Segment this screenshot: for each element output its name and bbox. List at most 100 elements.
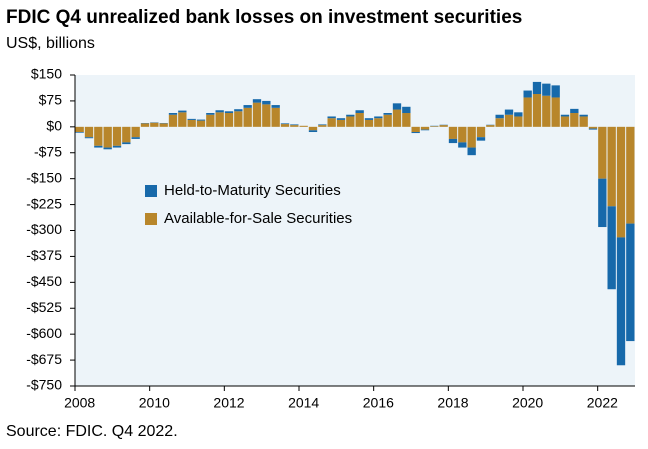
bar (468, 127, 476, 148)
legend-swatch (145, 185, 157, 197)
bar (440, 125, 448, 127)
bar (197, 121, 205, 127)
bar (328, 116, 336, 118)
bar (374, 116, 382, 118)
y-tick-label: -$150 (26, 169, 62, 185)
x-tick-label: 2022 (587, 395, 618, 411)
x-tick-label: 2018 (437, 395, 468, 411)
bar (244, 108, 252, 127)
bar (402, 107, 410, 113)
bar (132, 137, 140, 139)
bar (150, 123, 158, 127)
x-tick-label: 2020 (512, 395, 543, 411)
bar (253, 99, 261, 102)
bar (477, 127, 485, 137)
bar (169, 113, 177, 115)
y-tick-label: -$75 (34, 143, 62, 159)
y-tick-label: -$450 (26, 273, 62, 289)
bar (122, 127, 130, 143)
bar (617, 127, 625, 238)
bar (76, 132, 84, 133)
bar (365, 120, 373, 127)
bar (589, 129, 597, 130)
bar (234, 111, 242, 127)
bar (104, 148, 112, 150)
bar (104, 127, 112, 148)
bar (486, 125, 494, 127)
y-tick-label: $75 (39, 92, 63, 108)
bar (496, 118, 504, 127)
bar (402, 113, 410, 127)
bar (318, 124, 326, 125)
bar (580, 116, 588, 126)
bar (421, 130, 429, 131)
bar (617, 237, 625, 365)
y-tick-label: -$675 (26, 351, 62, 367)
x-tick-label: 2012 (213, 395, 244, 411)
plot-area (75, 75, 635, 386)
bar (542, 96, 550, 127)
bar (160, 123, 168, 126)
bar (216, 112, 224, 127)
bar (552, 97, 560, 126)
bar (589, 127, 597, 129)
bar (300, 126, 308, 127)
bar (384, 115, 392, 127)
y-tick-label: -$750 (26, 377, 62, 393)
bar (188, 119, 196, 120)
bar (458, 127, 466, 143)
bar (85, 127, 93, 137)
bar (412, 127, 420, 132)
y-tick-label: -$375 (26, 247, 62, 263)
legend-label: Available-for-Sale Securities (164, 210, 352, 227)
bar (505, 110, 513, 115)
bar (449, 127, 457, 139)
bar (505, 115, 513, 127)
chart-title: FDIC Q4 unrealized bank losses on invest… (6, 7, 522, 28)
bar (206, 115, 214, 127)
bar (542, 84, 550, 96)
bar (122, 142, 130, 144)
bar (216, 110, 224, 112)
bar (85, 137, 93, 138)
bar (412, 132, 420, 133)
source: Source: FDIC. Q4 2022. (6, 423, 178, 440)
bar (225, 111, 233, 113)
y-tick-label: -$600 (26, 325, 62, 341)
bar (421, 127, 429, 130)
bar (281, 123, 289, 124)
bar (272, 105, 280, 108)
chart-subtitle: US$, billions (6, 35, 95, 52)
bar (113, 127, 121, 146)
x-tick-label: 2014 (288, 395, 319, 411)
bar (365, 118, 373, 120)
bar (281, 124, 289, 127)
bar (337, 118, 345, 120)
bar (393, 110, 401, 127)
bar (309, 130, 317, 132)
bar (524, 91, 532, 98)
bar (272, 108, 280, 127)
bar (430, 126, 438, 127)
bar (132, 127, 140, 137)
bar (514, 112, 522, 116)
legend-label: Held-to-Maturity Securities (164, 182, 341, 199)
bar (188, 120, 196, 127)
bar (253, 103, 261, 127)
bar (533, 82, 541, 94)
x-tick-label: 2010 (139, 395, 170, 411)
bar (580, 115, 588, 117)
x-tick-label: 2016 (363, 395, 394, 411)
bar (393, 103, 401, 109)
bar (608, 127, 616, 206)
bar (598, 127, 606, 179)
y-tick-label: -$225 (26, 195, 62, 211)
bar (384, 113, 392, 115)
x-tick-label: 2008 (64, 395, 95, 411)
bar (570, 113, 578, 127)
bar (533, 94, 541, 127)
bar (374, 118, 382, 127)
bar (197, 120, 205, 121)
bar (346, 115, 354, 117)
bar (318, 125, 326, 127)
